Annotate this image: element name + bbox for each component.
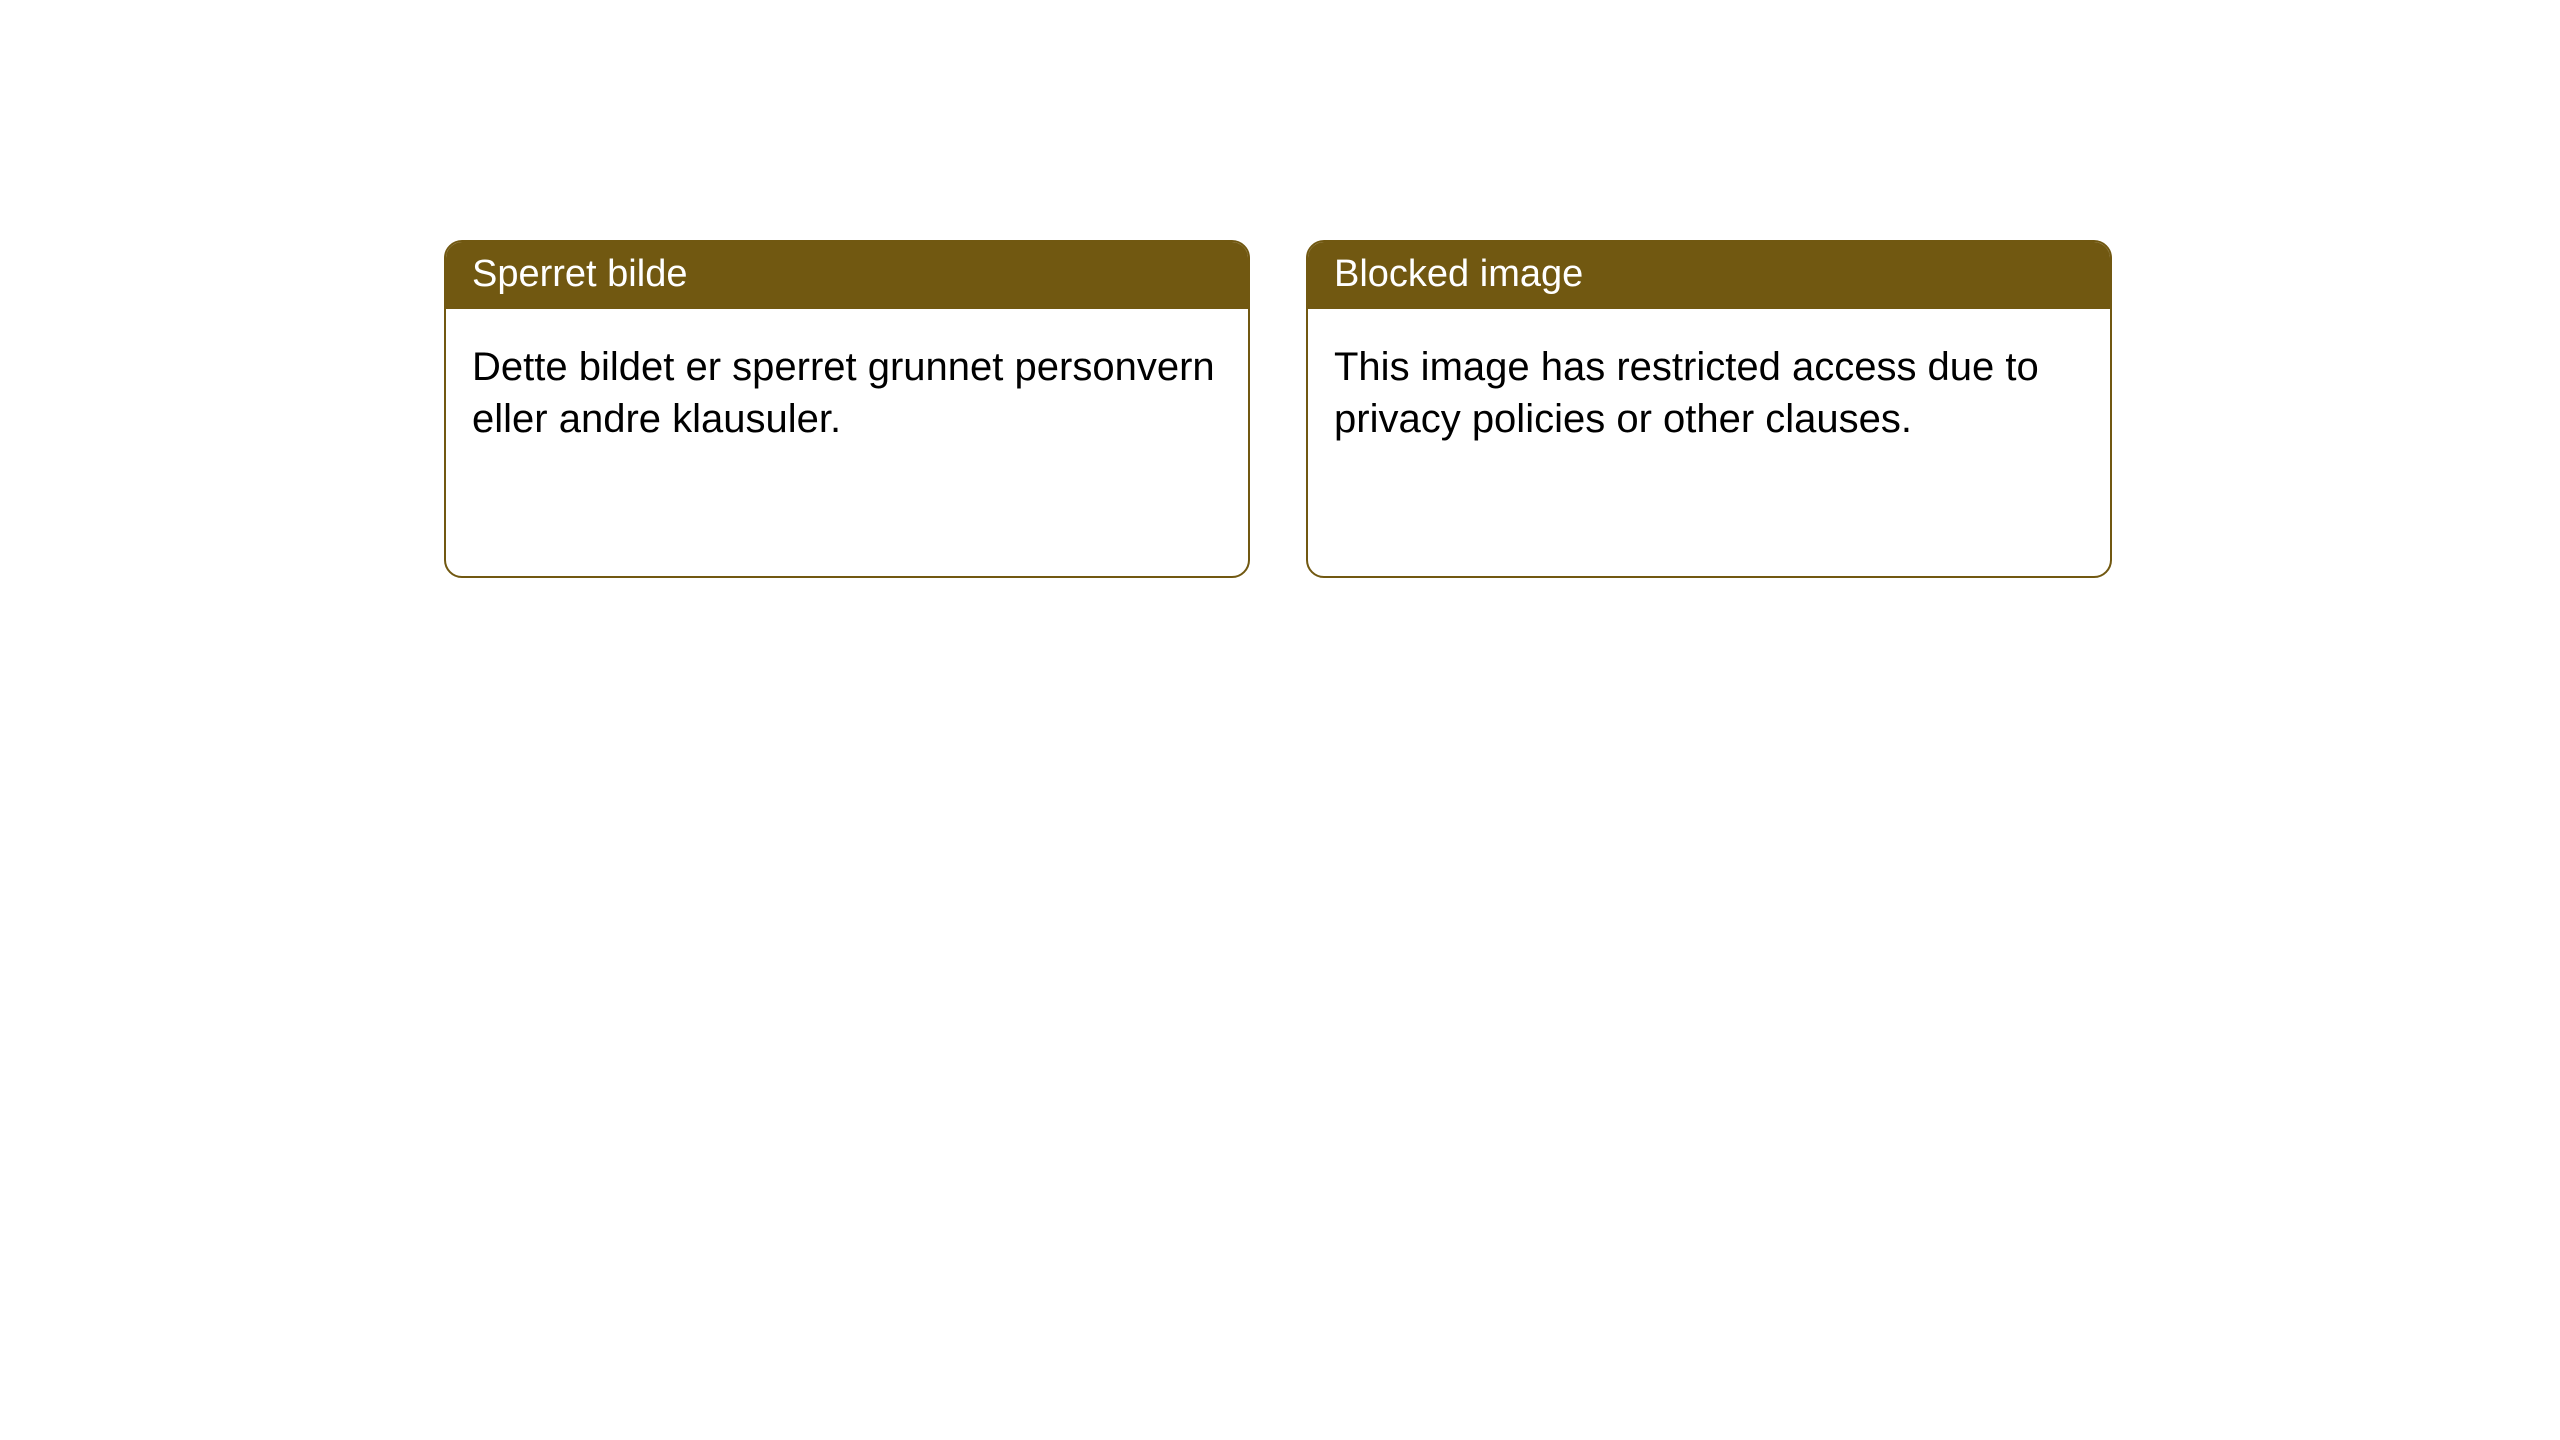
notice-body: Dette bildet er sperret grunnet personve… bbox=[446, 309, 1248, 477]
notice-title-text: Blocked image bbox=[1334, 253, 1583, 295]
notice-box-norwegian: Sperret bilde Dette bildet er sperret gr… bbox=[444, 240, 1250, 578]
notice-body-text: This image has restricted access due to … bbox=[1334, 345, 2039, 441]
notice-header: Sperret bilde bbox=[446, 242, 1248, 309]
notice-body-text: Dette bildet er sperret grunnet personve… bbox=[472, 345, 1215, 441]
notice-container: Sperret bilde Dette bildet er sperret gr… bbox=[0, 0, 2560, 578]
notice-body: This image has restricted access due to … bbox=[1308, 309, 2110, 477]
notice-title-text: Sperret bilde bbox=[472, 253, 687, 295]
notice-header: Blocked image bbox=[1308, 242, 2110, 309]
notice-box-english: Blocked image This image has restricted … bbox=[1306, 240, 2112, 578]
